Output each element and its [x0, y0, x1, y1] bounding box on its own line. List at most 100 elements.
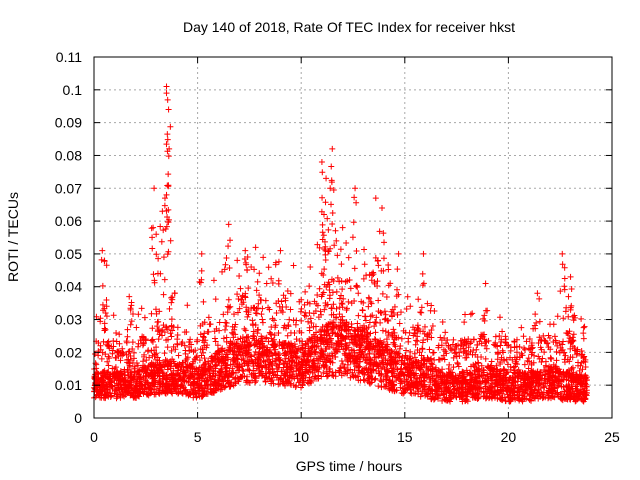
data-point	[236, 305, 243, 312]
data-point	[283, 325, 290, 332]
data-point	[464, 393, 471, 400]
data-point	[102, 383, 109, 390]
data-point	[216, 327, 223, 334]
data-point	[352, 339, 359, 346]
data-point	[580, 330, 587, 337]
data-point	[293, 354, 300, 361]
data-point	[568, 365, 575, 372]
data-point	[504, 361, 511, 368]
data-point	[375, 340, 382, 347]
data-point	[383, 336, 390, 343]
data-point	[158, 389, 165, 396]
data-point	[451, 375, 458, 382]
data-point	[544, 367, 551, 374]
data-point	[496, 370, 503, 377]
data-point	[385, 262, 392, 269]
data-point	[250, 304, 257, 311]
data-point	[559, 376, 566, 383]
data-point	[528, 361, 535, 368]
data-point	[523, 338, 530, 345]
data-point	[141, 375, 148, 382]
data-point	[171, 290, 178, 297]
data-point	[526, 336, 533, 343]
data-point	[127, 392, 134, 399]
data-point	[436, 367, 443, 374]
data-point	[301, 379, 308, 386]
data-point	[165, 381, 172, 388]
data-point	[561, 359, 568, 366]
data-point	[545, 385, 552, 392]
data-point	[465, 383, 472, 390]
data-point	[242, 351, 249, 358]
data-point	[151, 368, 158, 375]
data-point	[370, 362, 377, 369]
data-point	[298, 296, 305, 303]
data-point	[290, 368, 297, 375]
data-point	[414, 338, 421, 345]
data-point	[527, 369, 534, 376]
data-point	[577, 386, 584, 393]
data-point	[240, 368, 247, 375]
data-point	[456, 353, 463, 360]
data-point	[345, 323, 352, 330]
data-point	[275, 330, 282, 337]
data-point	[204, 328, 211, 335]
data-point	[308, 320, 315, 327]
data-point	[352, 185, 359, 192]
data-point	[112, 354, 119, 361]
data-point	[454, 342, 461, 349]
data-point	[445, 377, 452, 384]
data-point	[389, 368, 396, 375]
data-point	[196, 357, 203, 364]
data-point	[514, 378, 521, 385]
data-point	[318, 293, 325, 300]
data-point	[381, 350, 388, 357]
data-point	[151, 277, 158, 284]
data-point	[127, 306, 134, 313]
data-point	[216, 380, 223, 387]
data-point	[99, 377, 106, 384]
data-point	[262, 297, 269, 304]
data-point	[350, 219, 357, 226]
data-point	[531, 352, 538, 359]
data-point	[424, 367, 431, 374]
data-point	[573, 371, 580, 378]
data-point	[149, 336, 156, 343]
data-point	[491, 383, 498, 390]
data-point	[313, 375, 320, 382]
data-point	[239, 292, 246, 299]
data-point	[563, 383, 570, 390]
data-point	[538, 359, 545, 366]
data-point	[332, 322, 339, 329]
data-point	[164, 136, 171, 143]
data-point	[321, 306, 328, 313]
data-point	[210, 368, 217, 375]
data-point	[450, 354, 457, 361]
data-point	[334, 252, 341, 259]
data-point	[370, 343, 377, 350]
data-point	[182, 369, 189, 376]
data-point	[517, 375, 524, 382]
data-point	[580, 377, 587, 384]
data-point	[532, 325, 539, 332]
data-point	[225, 221, 232, 228]
data-point	[311, 351, 318, 358]
data-point	[148, 337, 155, 344]
data-point	[207, 321, 214, 328]
data-point	[569, 334, 576, 341]
data-point	[570, 331, 577, 338]
data-point	[282, 371, 289, 378]
data-point	[165, 171, 172, 178]
data-point	[140, 353, 147, 360]
data-point	[166, 305, 173, 312]
data-point	[188, 386, 195, 393]
data-point	[164, 326, 171, 333]
data-point	[336, 311, 343, 318]
data-point	[200, 391, 207, 398]
data-point	[241, 255, 248, 262]
data-point	[212, 362, 219, 369]
data-point	[302, 288, 309, 295]
data-point	[245, 285, 252, 292]
data-point	[282, 297, 289, 304]
data-point	[374, 258, 381, 265]
